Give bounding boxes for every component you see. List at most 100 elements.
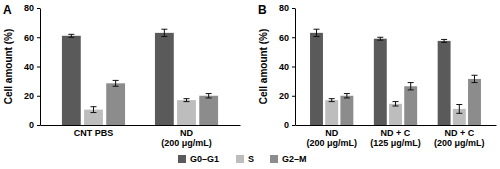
error-cap (441, 39, 447, 40)
plot-area (62, 29, 218, 125)
error-cap (456, 113, 462, 114)
error-bar (161, 29, 167, 36)
bar (340, 96, 353, 125)
y-tick-label: 80 (24, 3, 34, 13)
x-axis-line (41, 125, 241, 126)
error-cap (184, 101, 190, 102)
error-cap (456, 104, 462, 105)
error-cap (344, 97, 350, 98)
error-bar (90, 107, 96, 113)
y-tick-label: 40 (279, 62, 289, 72)
error-bar (113, 80, 119, 86)
error-cap (313, 36, 319, 37)
x-tick-label: ND(200 μg/mL) (306, 128, 357, 148)
y-tick: 60 (24, 33, 40, 43)
error-cap (161, 29, 167, 30)
legend-item: G2–M (270, 154, 307, 164)
error-cap (206, 97, 212, 98)
y-tick: 20 (279, 91, 295, 101)
error-cap (90, 106, 96, 107)
error-stem (93, 107, 94, 113)
legend-item: S (236, 154, 254, 164)
x-tick-label: ND + C(125 μg/mL) (370, 128, 421, 148)
legend-swatch (270, 155, 278, 163)
y-axis: 0 20 40 60 80 (24, 3, 41, 130)
error-cap (161, 36, 167, 37)
error-bar (472, 75, 478, 82)
error-bar (441, 39, 447, 42)
panel-title: A (3, 3, 12, 17)
error-bar (408, 83, 414, 90)
bar (199, 96, 218, 125)
y-axis-line (40, 9, 41, 126)
error-stem (474, 75, 475, 82)
y-axis-title: Cell amount (%) (258, 29, 269, 105)
error-stem (410, 83, 411, 90)
error-cap (184, 98, 190, 99)
y-axis-title: Cell amount (%) (3, 29, 14, 105)
y-tick: 40 (24, 62, 40, 72)
error-cap (393, 101, 399, 102)
error-stem (459, 105, 460, 114)
bar (438, 41, 451, 125)
y-tick-mark (292, 67, 295, 68)
y-tick: 80 (279, 3, 295, 13)
y-tick-label: 20 (279, 91, 289, 101)
error-cap (113, 86, 119, 87)
bar (325, 100, 338, 125)
y-tick: 20 (24, 91, 40, 101)
y-tick-mark (37, 125, 40, 126)
bar (106, 83, 125, 125)
x-axis (296, 125, 497, 126)
error-cap (377, 40, 383, 41)
y-tick-mark (292, 37, 295, 38)
error-cap (113, 80, 119, 81)
bar (374, 39, 387, 125)
x-tick-label: CNT PBS (74, 128, 114, 138)
x-axis-line (296, 125, 497, 126)
error-cap (408, 89, 414, 90)
legend-label: G2–M (282, 154, 307, 164)
error-cap (206, 93, 212, 94)
error-cap (344, 93, 350, 94)
error-stem (115, 80, 116, 86)
error-cap (377, 37, 383, 38)
legend-swatch (178, 155, 186, 163)
y-tick: 0 (284, 120, 295, 130)
error-stem (395, 102, 396, 106)
error-cap (313, 29, 319, 30)
panel-title: B (258, 3, 267, 17)
error-bar (344, 94, 350, 98)
error-cap (68, 37, 74, 38)
y-tick-label: 0 (29, 120, 34, 130)
figure: A Cell amount (%) 0 20 40 60 80 CNT PBS ND(200 μ… (0, 0, 500, 169)
error-stem (208, 94, 209, 98)
error-bar (184, 99, 190, 102)
y-axis: 0 20 40 60 80 (279, 3, 296, 130)
error-bar (206, 94, 212, 98)
legend-label: S (248, 154, 254, 164)
error-cap (408, 82, 414, 83)
y-tick-mark (37, 8, 40, 9)
x-tick-label: ND(200 μg/mL) (161, 128, 212, 148)
y-tick: 0 (29, 120, 40, 130)
y-tick-label: 20 (24, 91, 34, 101)
error-bar (393, 102, 399, 106)
bar (404, 86, 417, 125)
error-cap (472, 82, 478, 83)
y-tick: 40 (279, 62, 295, 72)
x-tick-label: ND + C(200 μg/mL) (434, 128, 485, 148)
y-tick-label: 60 (24, 33, 34, 43)
x-axis (41, 125, 241, 126)
y-tick-mark (37, 67, 40, 68)
y-tick-label: 60 (279, 33, 289, 43)
error-stem (164, 29, 165, 36)
error-cap (472, 75, 478, 76)
error-bar (68, 34, 74, 37)
y-tick-label: 0 (284, 120, 289, 130)
y-axis-line (295, 9, 296, 126)
bar (155, 33, 174, 125)
y-tick: 80 (24, 3, 40, 13)
error-cap (329, 101, 335, 102)
bar (177, 100, 196, 125)
